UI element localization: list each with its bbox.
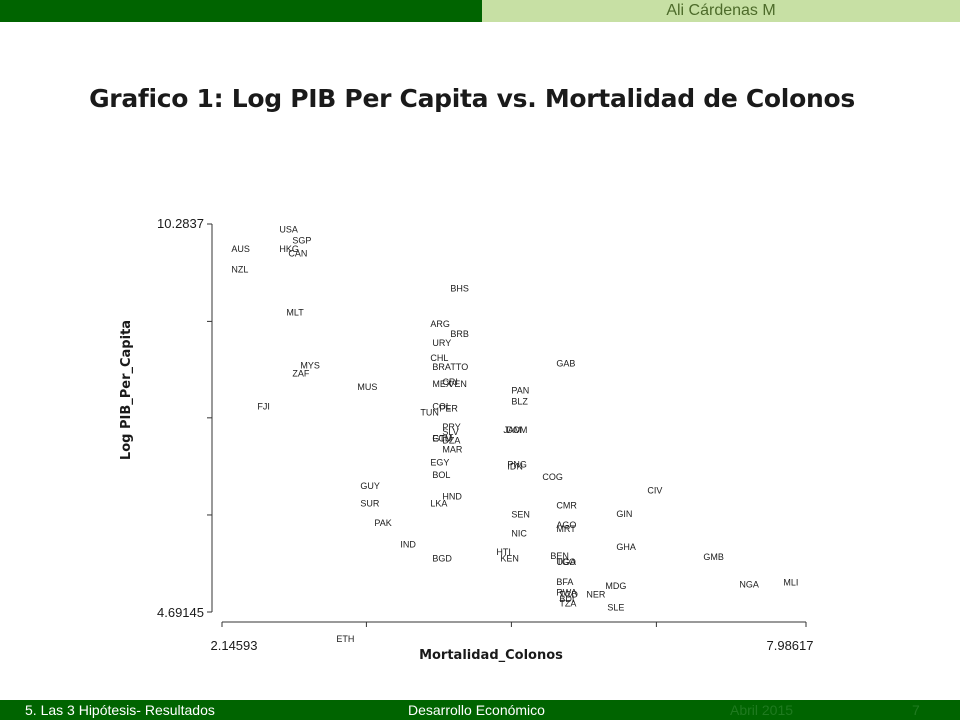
point-label-tto: TTO: [450, 362, 468, 372]
point-label-lka: LKA: [430, 498, 447, 508]
point-label-idn: IDN: [507, 462, 523, 472]
footer-page-number: 7: [912, 702, 920, 718]
point-label-mli: MLI: [783, 578, 798, 588]
footer-course: Desarrollo Económico: [408, 702, 545, 718]
point-label-ben: BEN: [550, 551, 569, 561]
point-label-tza: TZA: [559, 598, 576, 608]
point-label-ken: KEN: [500, 553, 519, 563]
point-label-hnd: HND: [442, 492, 462, 502]
point-label-fji: FJI: [257, 401, 270, 411]
point-label-ury: URY: [432, 338, 451, 348]
point-label-aus: AUS: [231, 244, 250, 254]
point-label-col: COL: [432, 401, 451, 411]
point-label-bgd: BGD: [432, 553, 452, 563]
point-label-bol: BOL: [432, 470, 450, 480]
x-tick-label-min: 2.14593: [211, 638, 258, 653]
point-label-bdi: BDI: [559, 594, 574, 604]
point-label-mys: MYS: [300, 360, 320, 370]
point-label-tcd: TCD: [559, 589, 578, 599]
footer-section: 5. Las 3 Hipótesis- Resultados: [25, 702, 215, 718]
point-label-nzl: NZL: [231, 265, 248, 275]
point-label-ago: AGO: [556, 520, 576, 530]
y-tick-label-max: 10.2837: [157, 216, 204, 231]
chart-axes: [207, 223, 807, 627]
point-label-cri: CRI: [442, 377, 458, 387]
point-label-nga: NGA: [739, 580, 759, 590]
point-label-per: PER: [439, 403, 458, 413]
point-label-eth: ETH: [336, 634, 354, 644]
point-label-mar: MAR: [442, 444, 463, 454]
point-label-bhs: BHS: [450, 283, 469, 293]
top-bar-light: [482, 0, 960, 22]
point-label-png: PNG: [507, 460, 527, 470]
point-label-gab: GAB: [556, 358, 575, 368]
point-label-dza: DZA: [442, 435, 460, 445]
point-label-rwa: RWA: [556, 587, 577, 597]
y-tick-label-min: 4.69145: [157, 605, 204, 620]
point-label-tun: TUN: [420, 408, 439, 418]
point-label-uga: UGA: [556, 557, 576, 567]
point-label-mrt: MRT: [556, 524, 576, 534]
top-bar-dark: [0, 0, 482, 22]
x-axis-label: Mortalidad_Colonos: [419, 648, 563, 663]
point-label-pak: PAK: [374, 518, 391, 528]
x-tick-label-max: 7.98617: [767, 638, 814, 653]
point-label-mdg: MDG: [605, 581, 626, 591]
point-label-mex: MEX: [432, 379, 452, 389]
point-label-cmr: CMR: [556, 501, 577, 511]
point-label-chl: CHL: [430, 353, 448, 363]
point-label-ven: VEN: [448, 379, 467, 389]
point-label-mus: MUS: [357, 382, 377, 392]
footer-date: Abril 2015: [730, 702, 794, 718]
point-label-arg: ARG: [430, 319, 450, 329]
point-label-bfa: BFA: [556, 577, 573, 587]
point-label-ind: IND: [400, 539, 416, 549]
point-label-egy: EGY: [430, 458, 449, 468]
point-label-guy: GUY: [360, 481, 380, 491]
slide-title: Grafico 1: Log PIB Per Capita vs. Mortal…: [89, 84, 855, 113]
point-label-gha: GHA: [616, 542, 636, 552]
point-label-slv: SLV: [442, 427, 458, 437]
point-label-usa: USA: [279, 224, 298, 234]
point-label-bra: BRA: [432, 362, 451, 372]
point-label-jam: JAM: [503, 425, 521, 435]
point-label-pry: PRY: [442, 422, 460, 432]
point-label-zaf: ZAF: [292, 369, 310, 379]
point-label-cog: COG: [542, 472, 563, 482]
point-label-tgo: TGO: [556, 557, 576, 567]
point-label-gin: GIN: [616, 509, 632, 519]
point-label-pan: PAN: [511, 385, 529, 395]
tick-labels: 10.2837 4.69145 2.14593 7.98617: [157, 216, 814, 653]
point-label-civ: CIV: [647, 485, 662, 495]
point-label-ner: NER: [586, 589, 606, 599]
point-label-sen: SEN: [511, 510, 530, 520]
point-label-brb: BRB: [450, 329, 469, 339]
point-label-blz: BLZ: [511, 396, 528, 406]
point-label-hkg: HKG: [279, 244, 299, 254]
point-label-mlt: MLT: [286, 308, 304, 318]
point-label-gtm: GTM: [432, 433, 452, 443]
author-name: Ali Cárdenas M: [666, 2, 776, 19]
point-label-dom: DOM: [506, 425, 527, 435]
point-label-can: CAN: [288, 249, 307, 259]
point-label-ecu: ECU: [432, 433, 451, 443]
y-axis-label: Log PIB_Per_Capita: [119, 320, 134, 460]
scatter-chart: 10.2837 4.69145 2.14593 7.98617 USA SGP AUS HK…: [119, 216, 814, 663]
point-label-nic: NIC: [511, 528, 527, 538]
point-label-sle: SLE: [607, 603, 624, 613]
footer-bar: 5. Las 3 Hipótesis- Resultados Desarroll…: [0, 700, 960, 720]
point-label-gmb: GMB: [703, 552, 724, 562]
point-label-hti: HTI: [496, 547, 511, 557]
point-label-sgp: SGP: [292, 236, 311, 246]
point-label-sur: SUR: [360, 498, 380, 508]
